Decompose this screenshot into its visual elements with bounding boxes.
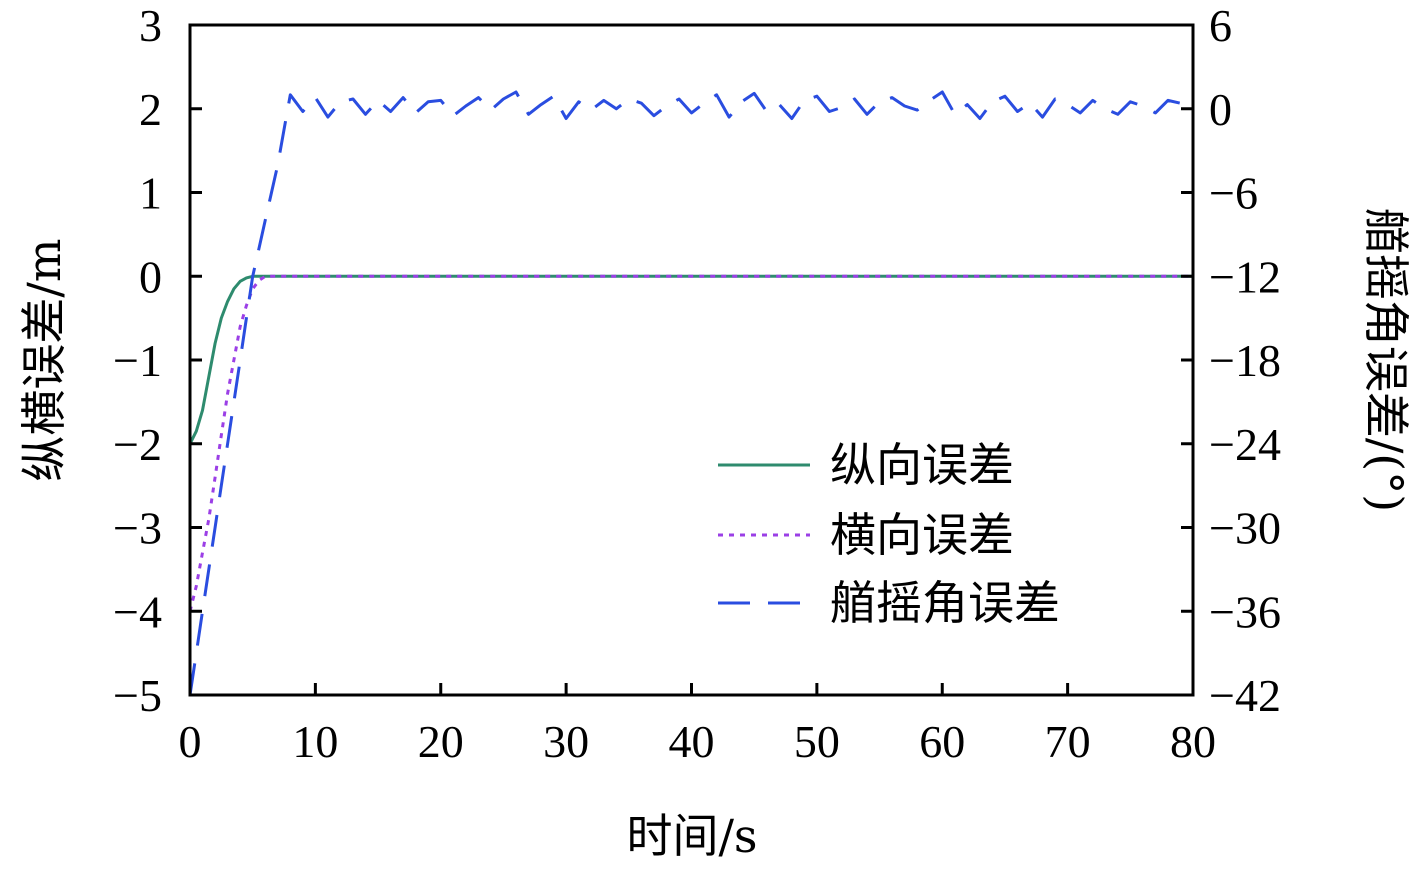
- y2-axis-title: 艏摇角误差/(°): [1359, 208, 1413, 512]
- legend-label-lateral: 横向误差: [830, 508, 1014, 562]
- y-tick-label: −3: [113, 503, 162, 554]
- legend: 纵向误差 横向误差 艏摇角误差: [718, 438, 1060, 630]
- x-tick-label: 80: [1170, 716, 1216, 767]
- y-tick-label: 1: [139, 168, 162, 219]
- y2-tick-label: −18: [1209, 335, 1281, 386]
- y2-tick-label: −42: [1209, 670, 1281, 721]
- y-tick-label: −1: [113, 335, 162, 386]
- labels-layer: 0 10 20 30 40 50 60 70 80−5−4−3−2−10123−42−36−30…: [113, 0, 1281, 767]
- y-axis-title: 纵横误差/m: [17, 238, 71, 481]
- y-tick-label: −4: [113, 586, 162, 637]
- x-tick-label: 0: [179, 716, 202, 767]
- y2-tick-label: −24: [1209, 419, 1281, 470]
- x-tick-label: 60: [919, 716, 965, 767]
- x-tick-label: 70: [1045, 716, 1091, 767]
- y2-tick-label: −6: [1209, 168, 1258, 219]
- y2-tick-label: 0: [1209, 84, 1232, 135]
- x-tick-label: 30: [543, 716, 589, 767]
- y2-tick-label: −30: [1209, 503, 1281, 554]
- legend-label-longitudinal: 纵向误差: [830, 438, 1014, 492]
- y-tick-label: −5: [113, 670, 162, 721]
- series-line-0: [188, 274, 1193, 445]
- x-tick-label: 50: [794, 716, 840, 767]
- series-line-2: [188, 90, 1194, 696]
- series-layer: [188, 90, 1194, 696]
- x-tick-label: 40: [669, 716, 715, 767]
- y-tick-label: 2: [139, 84, 162, 135]
- y-tick-label: −2: [113, 419, 162, 470]
- x-axis-title: 时间/s: [626, 809, 757, 863]
- y2-tick-label: −12: [1209, 251, 1281, 302]
- ticks-layer: [188, 23, 1195, 697]
- y-tick-label: 0: [139, 251, 162, 302]
- y-tick-label: 3: [139, 0, 162, 51]
- legend-label-yaw: 艏摇角误差: [830, 576, 1060, 630]
- x-tick-label: 10: [292, 716, 338, 767]
- series-line-1: [188, 274, 1193, 612]
- x-tick-label: 20: [418, 716, 464, 767]
- y2-tick-label: −36: [1209, 586, 1281, 637]
- y2-tick-label: 6: [1209, 0, 1232, 51]
